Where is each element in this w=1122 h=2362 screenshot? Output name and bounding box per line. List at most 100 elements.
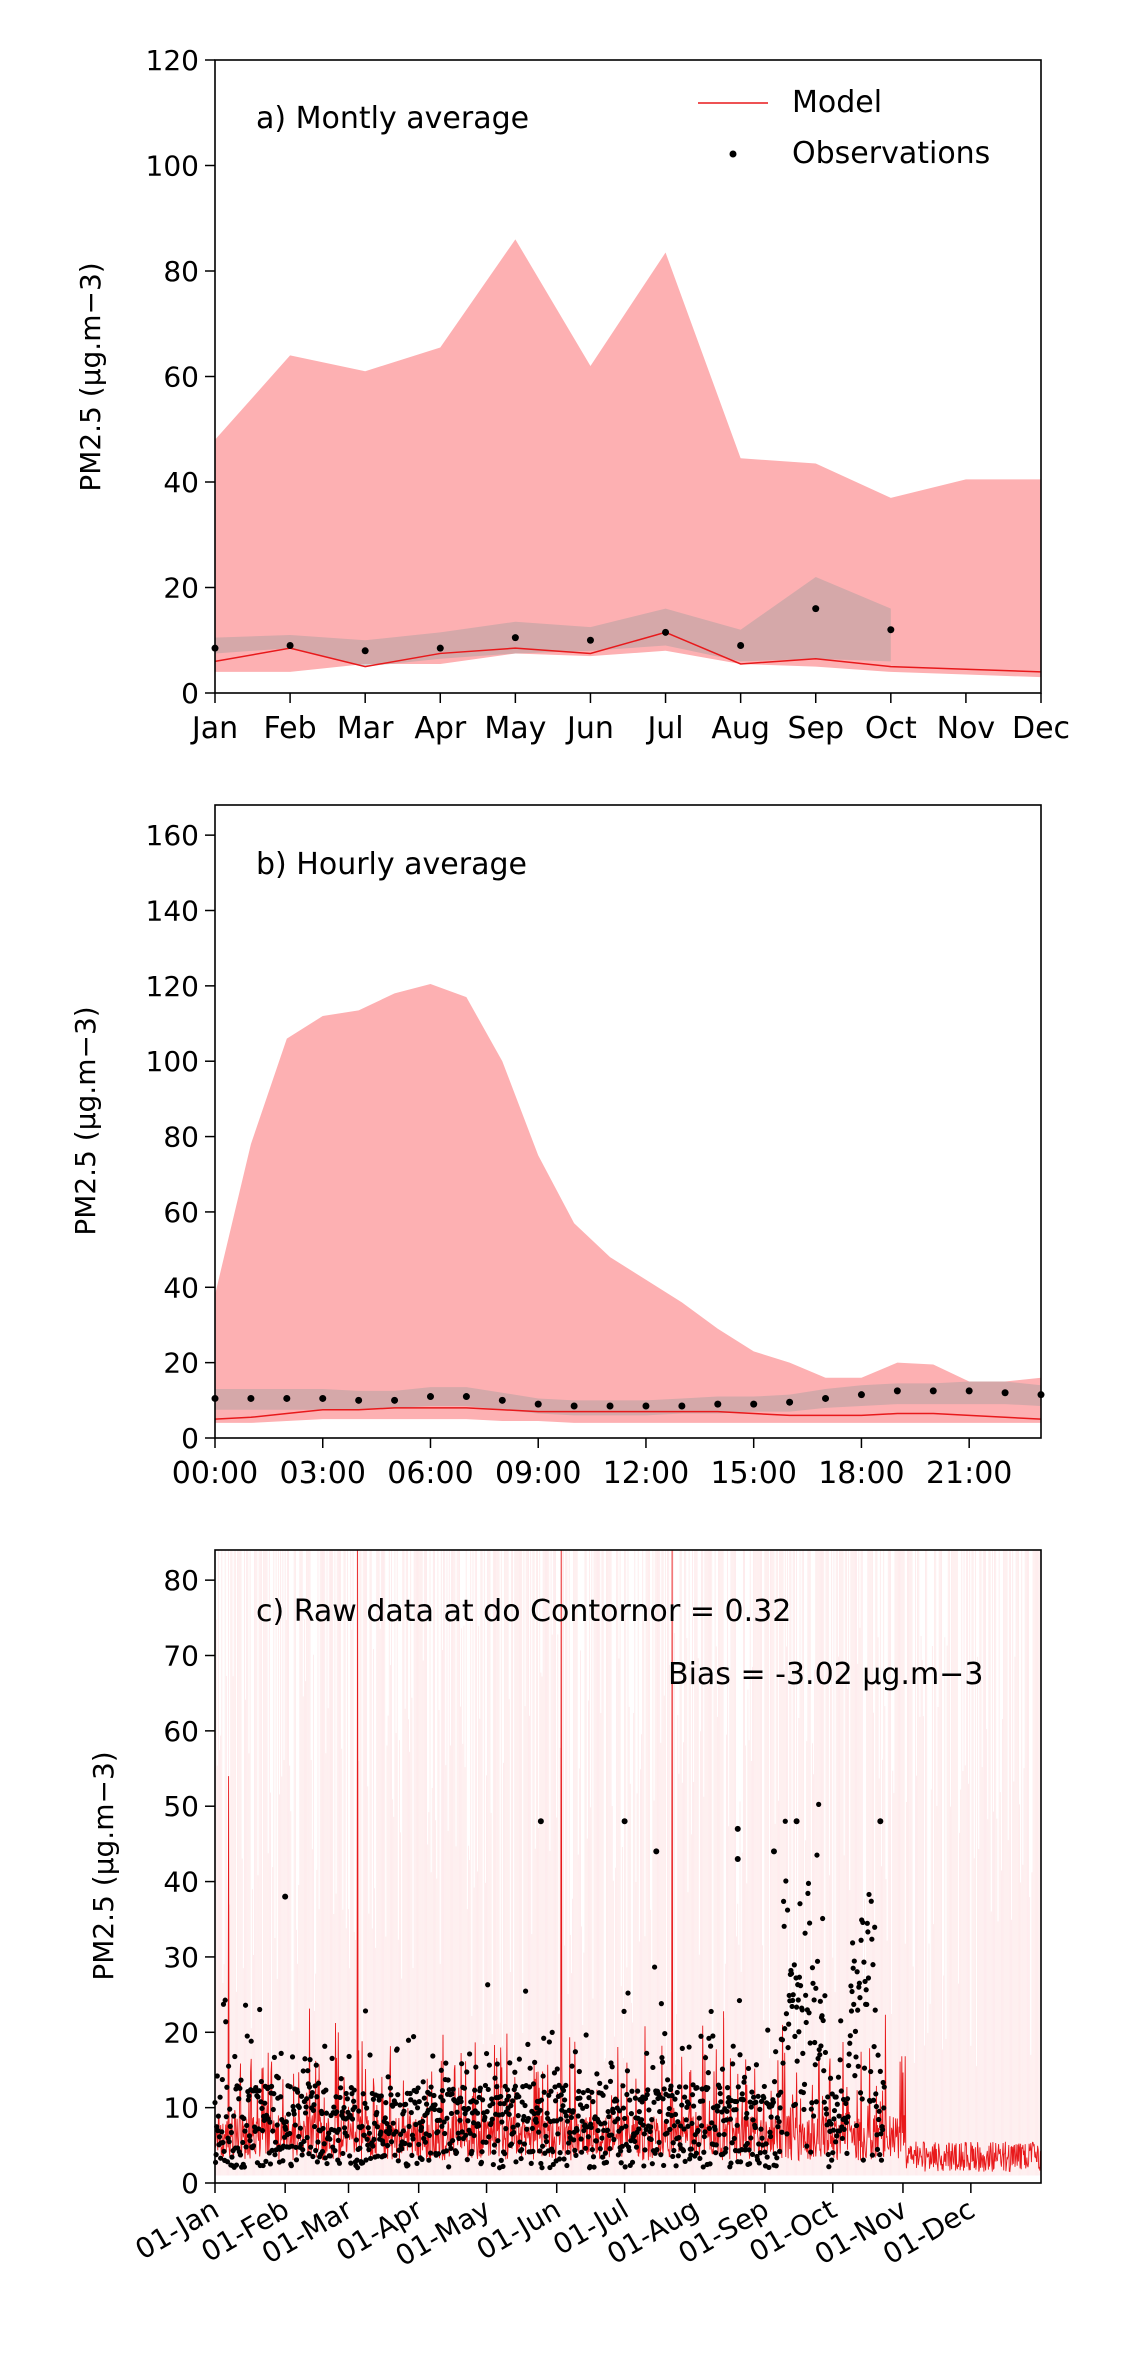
observation-point xyxy=(871,2043,877,2050)
observation-point xyxy=(619,2143,625,2149)
observation-point xyxy=(814,1852,820,1858)
observation-point xyxy=(714,2108,720,2114)
observation-point xyxy=(625,1990,631,1996)
observation-point xyxy=(593,2138,599,2144)
observation-point xyxy=(864,2001,870,2008)
observation-point xyxy=(224,2159,231,2165)
observation-point xyxy=(515,2122,521,2128)
observation-point xyxy=(651,1964,658,1970)
observation-point xyxy=(283,1394,291,1402)
observation-point xyxy=(538,2160,544,2167)
observation-point xyxy=(611,2136,617,2143)
observation-point xyxy=(603,2159,610,2165)
observation-point xyxy=(534,1400,542,1408)
observation-point xyxy=(615,2152,621,2158)
observation-point xyxy=(384,2142,391,2149)
observation-point xyxy=(410,2034,417,2040)
observation-point xyxy=(242,2128,248,2134)
observation-point xyxy=(708,2008,714,2015)
observation-point xyxy=(478,2159,485,2165)
observation-point xyxy=(605,2108,611,2115)
observation-point xyxy=(681,2126,687,2132)
observation-point xyxy=(778,2089,784,2095)
observation-point xyxy=(314,2094,320,2100)
observation-point xyxy=(300,2147,306,2153)
observation-point xyxy=(808,2149,814,2155)
observation-point xyxy=(777,2105,783,2111)
observation-point xyxy=(636,2126,642,2132)
observation-point xyxy=(855,2063,861,2069)
observation-point xyxy=(576,2088,582,2094)
observation-point xyxy=(322,2155,328,2161)
observation-point xyxy=(453,2149,460,2156)
observation-point xyxy=(856,1984,862,1990)
observation-point xyxy=(450,2086,456,2092)
observation-point xyxy=(367,2155,374,2162)
observation-point xyxy=(300,2068,306,2074)
panel-a-xtick-label: Jan xyxy=(190,711,238,746)
observation-point xyxy=(761,2083,767,2090)
observation-point xyxy=(351,2087,357,2093)
observation-point xyxy=(748,2135,754,2141)
observation-point xyxy=(483,2050,490,2057)
observation-point xyxy=(387,2085,393,2091)
panel-c-correlation: r = 0.32 xyxy=(668,1594,791,1629)
observation-point xyxy=(662,2030,668,2037)
observation-point xyxy=(708,2043,714,2049)
observation-point xyxy=(263,2158,269,2164)
observation-point xyxy=(217,2094,223,2100)
observation-point xyxy=(511,2129,517,2136)
observation-point xyxy=(241,2164,248,2170)
observation-point xyxy=(563,2113,569,2119)
observation-point xyxy=(218,2155,224,2161)
observation-point xyxy=(781,1923,787,1929)
panel-a-xtick-label: Apr xyxy=(414,711,467,746)
observation-point xyxy=(282,1893,289,1900)
observation-point xyxy=(347,2153,353,2159)
observation-point xyxy=(362,2008,369,2014)
observation-point xyxy=(341,2104,347,2111)
observation-point xyxy=(502,2151,508,2157)
panel-2-ytick-label: 20 xyxy=(163,2016,199,2049)
observation-point xyxy=(550,2161,556,2168)
observation-point xyxy=(494,2061,500,2067)
observation-point xyxy=(366,2130,373,2136)
observation-point xyxy=(618,2148,624,2154)
observation-point xyxy=(667,2126,673,2132)
observation-point xyxy=(215,2113,221,2119)
observation-point xyxy=(327,2136,333,2142)
observation-point xyxy=(243,2144,249,2150)
observation-point xyxy=(680,2148,687,2154)
observation-point xyxy=(400,2128,406,2134)
p0nel-a-ytick-label: 100 xyxy=(146,150,199,183)
observation-point xyxy=(456,2135,462,2141)
observation-point xyxy=(304,2134,310,2141)
observation-point xyxy=(351,2098,357,2104)
observation-point xyxy=(814,1958,821,1964)
observation-point xyxy=(887,626,895,634)
observation-point xyxy=(747,2161,753,2167)
observation-point xyxy=(707,2161,713,2167)
observation-point xyxy=(687,2156,693,2162)
observation-point xyxy=(827,2075,834,2081)
observation-point xyxy=(516,2094,522,2100)
observation-point xyxy=(623,2123,629,2129)
observation-point xyxy=(446,2087,452,2093)
observation-point xyxy=(694,2085,700,2091)
observation-point xyxy=(530,2081,537,2087)
observation-point xyxy=(597,2080,603,2086)
observation-point xyxy=(525,2041,531,2047)
observation-point xyxy=(219,2076,225,2083)
observation-point xyxy=(745,2065,752,2072)
observation-point xyxy=(676,2084,683,2090)
observation-point xyxy=(813,2099,819,2105)
observation-point xyxy=(526,2084,533,2090)
observation-point xyxy=(586,636,594,644)
panel-1-ytick-label: 160 xyxy=(146,819,199,852)
observation-point xyxy=(799,2007,805,2013)
observation-point xyxy=(794,2058,800,2064)
observation-point xyxy=(361,647,369,655)
observation-point xyxy=(876,2108,882,2114)
observation-point xyxy=(472,2087,478,2093)
observation-point xyxy=(227,2123,233,2129)
